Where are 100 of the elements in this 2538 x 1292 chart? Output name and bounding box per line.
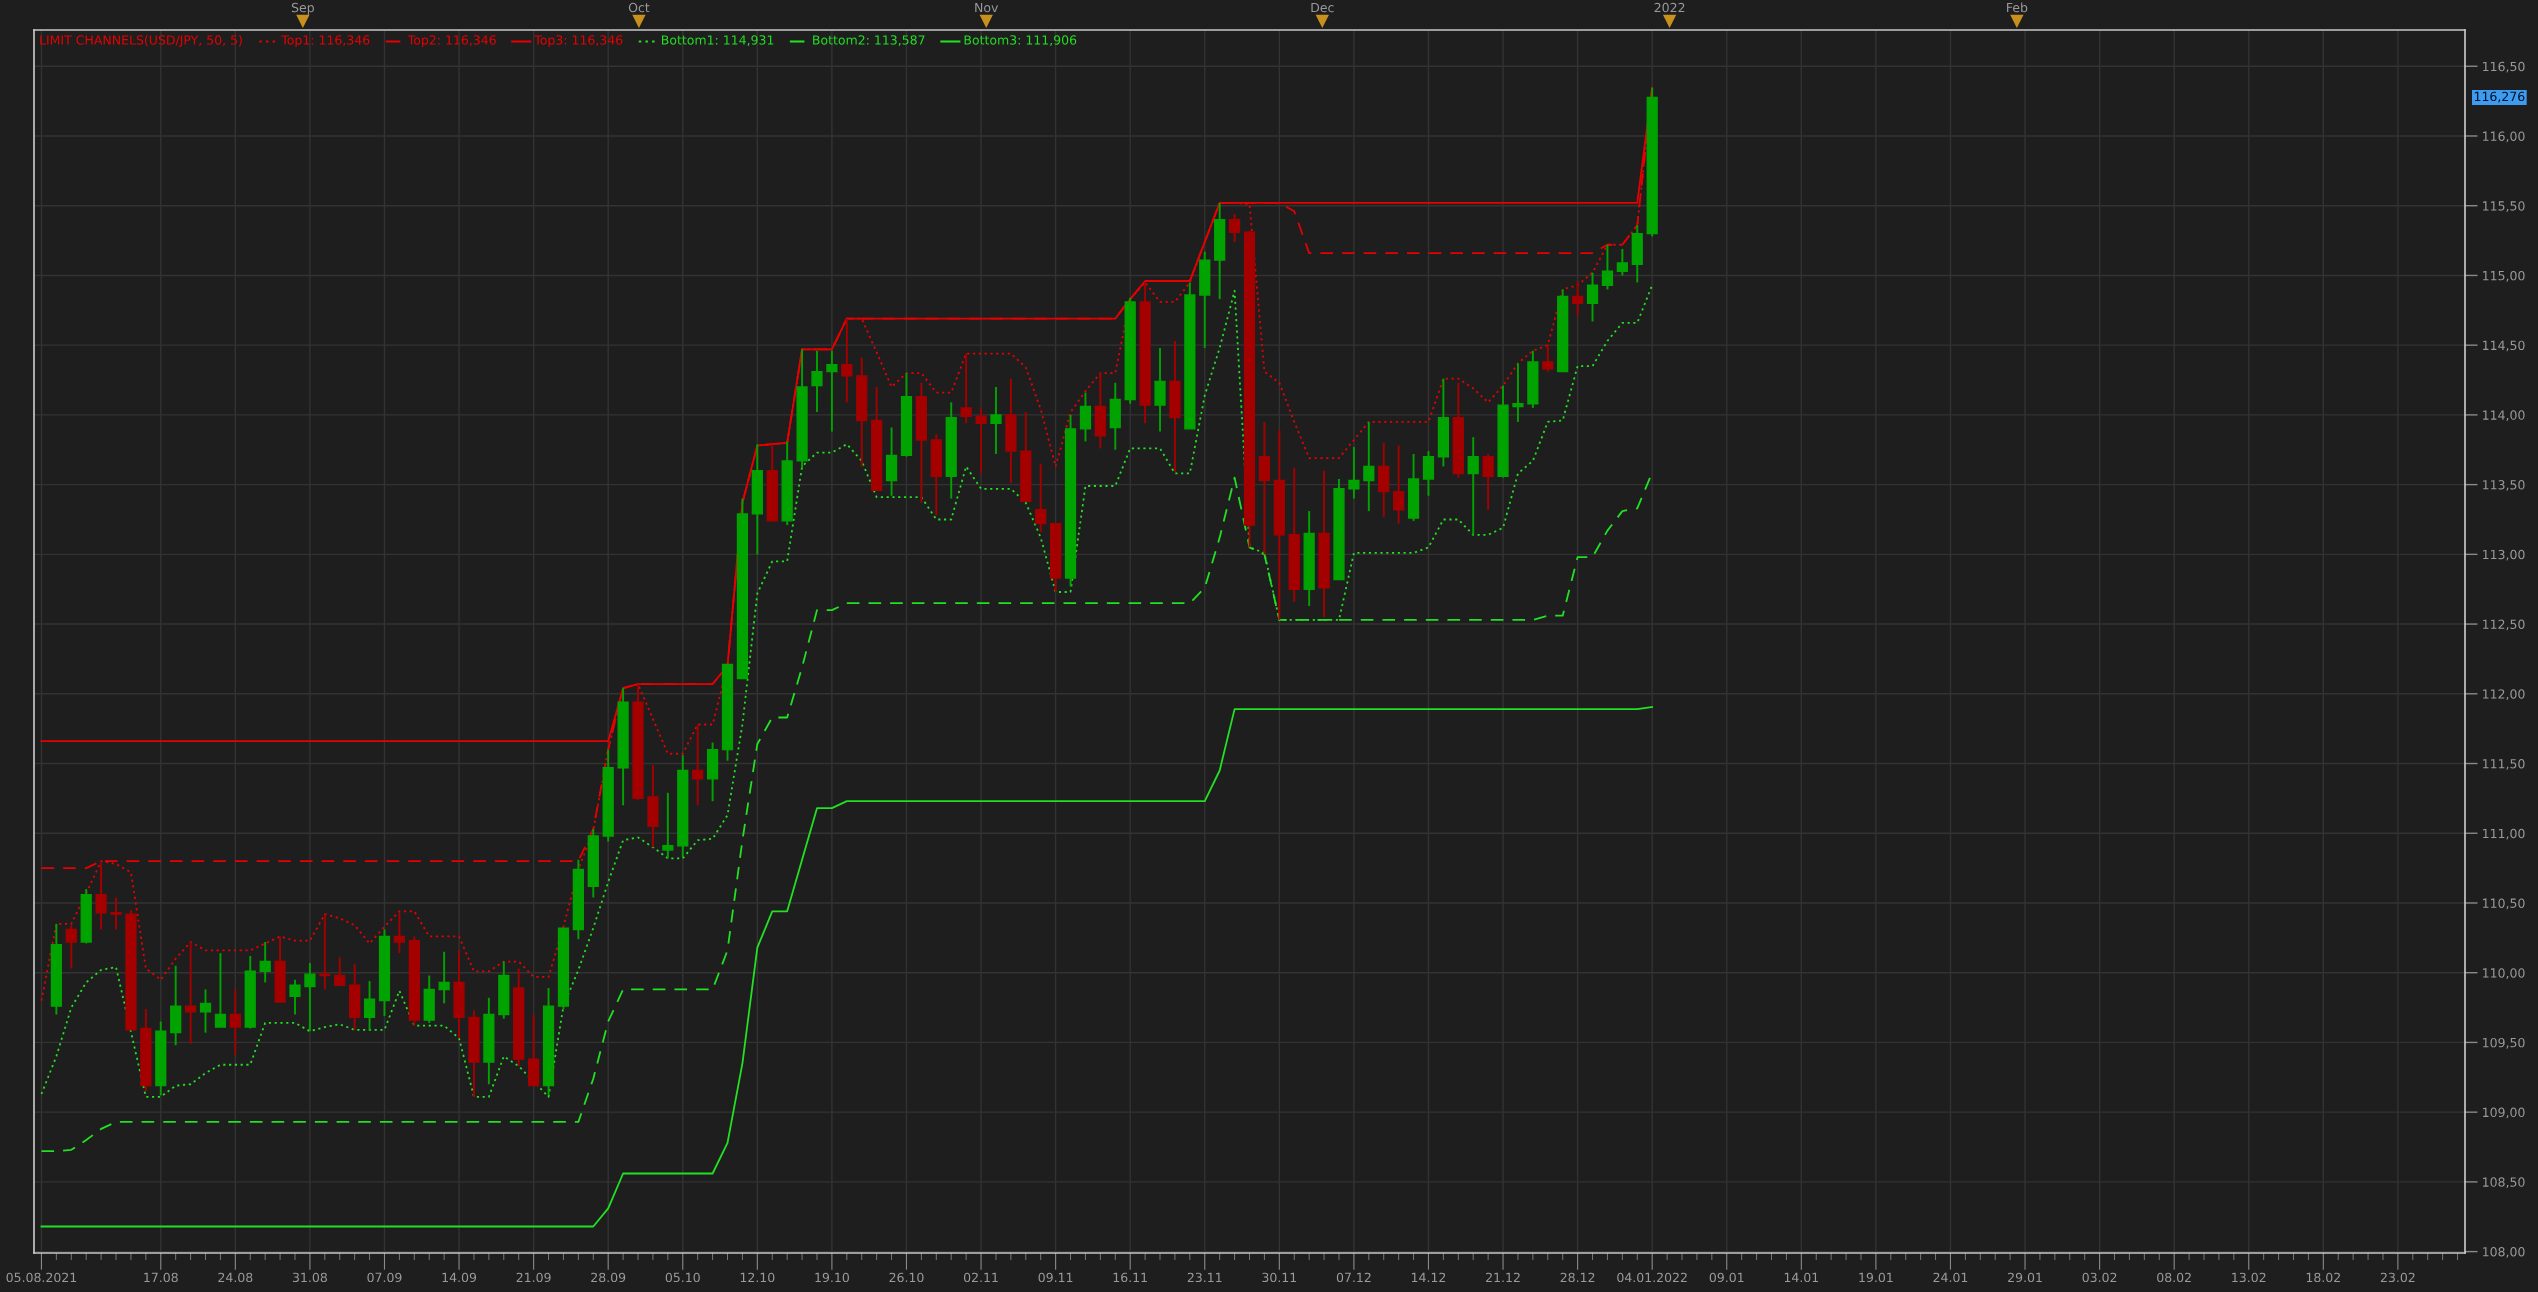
- x-tick-label: 05.10: [665, 1272, 700, 1283]
- x-tick-label: 24.01: [1933, 1272, 1968, 1283]
- y-tick-label: 108,50: [2483, 1177, 2525, 1189]
- candlestick: [1467, 436, 1479, 536]
- x-tick-label: 16.11: [1113, 1272, 1147, 1283]
- x-tick-label: 26.10: [889, 1272, 924, 1283]
- candlestick: [65, 924, 77, 970]
- candlestick: [975, 406, 987, 475]
- x-tick-label: 28.09: [591, 1272, 626, 1283]
- y-tick-label: 116,50: [2483, 61, 2525, 73]
- candlestick: [393, 911, 406, 955]
- candlestick: [1035, 462, 1047, 533]
- x-tick-label: 14.01: [1784, 1272, 1819, 1283]
- candlestick: [199, 988, 212, 1034]
- candlestick: [1512, 362, 1524, 423]
- legend-label: Bottom2: 113,587: [813, 35, 925, 46]
- x-tick-label: 03.02: [2082, 1272, 2117, 1283]
- candlestick: [95, 861, 107, 931]
- candlestick: [184, 941, 197, 1045]
- candlestick: [841, 317, 853, 404]
- y-tick-label: 114,50: [2483, 340, 2525, 352]
- x-tick-label: 28.12: [1560, 1272, 1595, 1283]
- candlestick: [363, 980, 376, 1031]
- y-tick-label: 110,00: [2483, 968, 2525, 979]
- candlestick: [1616, 247, 1628, 277]
- x-tick-label: 05.08.2021: [6, 1272, 77, 1283]
- x-tick-label: 21.09: [516, 1272, 551, 1283]
- legend-label: Bottom3: 111,906: [964, 35, 1077, 46]
- candlestick: [1079, 391, 1092, 443]
- y-tick-label: 111,50: [2483, 758, 2525, 770]
- x-tick-label: 14.09: [442, 1272, 477, 1283]
- line-series: [40, 705, 1654, 1228]
- candlestick: [289, 978, 301, 1016]
- y-tick-label: 113,00: [2483, 549, 2525, 561]
- candlestick: [990, 386, 1002, 455]
- text: 116,276: [2474, 91, 2525, 103]
- y-tick-label: 115,50: [2483, 201, 2525, 212]
- candlestick: [334, 956, 346, 987]
- candlestick: [304, 961, 316, 1033]
- candlestick: [319, 913, 331, 991]
- x-tick-label: 18.02: [2306, 1272, 2340, 1283]
- x-tick-label: 08.02: [2157, 1272, 2191, 1283]
- y-tick-label: 110,50: [2483, 898, 2525, 910]
- candlestick: [1363, 420, 1375, 513]
- candlestick: [438, 950, 450, 1005]
- y-tick-label: 115,00: [2483, 270, 2525, 282]
- x-tick-label: 23.11: [1187, 1272, 1222, 1283]
- y-tick-label: 112,00: [2483, 689, 2525, 700]
- candlestick: [1601, 243, 1614, 291]
- x2-tick-label: Sep: [291, 2, 314, 15]
- candlestick: [1542, 342, 1554, 373]
- chart-title: LIMIT CHANNELS(USD/JPY, 50, 5): [40, 35, 242, 47]
- candlestick: [110, 896, 122, 931]
- x-tick-label: 19.10: [815, 1272, 849, 1283]
- x2-tick-label: 2022: [1654, 2, 1685, 13]
- x-tick-label: 17.08: [144, 1272, 178, 1283]
- candlestick: [662, 791, 674, 860]
- candlestick: [1422, 450, 1435, 497]
- x-tick-label: 09.11: [1038, 1272, 1073, 1283]
- x-tick-label: 29.01: [2008, 1272, 2042, 1283]
- y-tick-label: 108,00: [2483, 1247, 2525, 1258]
- y-tick-label: 109,00: [2483, 1107, 2525, 1119]
- x-tick-label: 19.01: [1859, 1272, 1893, 1283]
- x2-tick-label: Dec: [1311, 3, 1334, 13]
- candlestick: [1586, 271, 1599, 323]
- legend-label: Top1: 116,346: [281, 35, 370, 48]
- x2-tick-label: Oct: [628, 2, 650, 13]
- candlestick: [1154, 346, 1166, 433]
- x-tick-label: 13.02: [2232, 1272, 2266, 1283]
- x-tick-label: 09.01: [1709, 1272, 1744, 1283]
- y-tick-label: 114,00: [2483, 410, 2525, 422]
- x-tick-label: 31.08: [292, 1272, 327, 1283]
- y-tick-label: 109,50: [2483, 1037, 2525, 1049]
- candlestick: [1348, 445, 1360, 500]
- candlestick: [811, 349, 823, 414]
- x2-tick-label: Nov: [975, 3, 999, 13]
- candlestick: [960, 352, 972, 425]
- x-tick-label: 04.01.2022: [1617, 1272, 1687, 1283]
- candlestick: [1482, 452, 1494, 511]
- y-tick-label: 116,00: [2483, 131, 2525, 143]
- x-tick-label: 07.09: [367, 1272, 402, 1283]
- candlestick: [692, 723, 704, 807]
- x-tick-label: 21.12: [1486, 1272, 1520, 1282]
- candlestick: [229, 988, 241, 1056]
- candlestick: [214, 952, 227, 1029]
- y-tick-label: 112,50: [2483, 619, 2525, 631]
- y-tick-label: 111,00: [2483, 828, 2525, 840]
- x-tick-label: 02.11: [963, 1272, 998, 1283]
- legend-label: Top3: 116,346: [534, 35, 623, 48]
- legend-label: Bottom1: 114,931: [661, 35, 774, 46]
- legend-label: Top2: 116,346: [407, 35, 496, 48]
- x-tick-label: 14.12: [1411, 1272, 1446, 1282]
- candlestick: [259, 941, 271, 984]
- candlestick: [1393, 444, 1405, 525]
- x-tick-label: 07.12: [1336, 1272, 1371, 1283]
- x-tick-label: 23.02: [2380, 1272, 2415, 1283]
- x-tick-label: 12.10: [740, 1272, 775, 1283]
- candlestick: [826, 349, 838, 433]
- candlestick: [1228, 213, 1241, 243]
- candlestick: [1258, 420, 1271, 556]
